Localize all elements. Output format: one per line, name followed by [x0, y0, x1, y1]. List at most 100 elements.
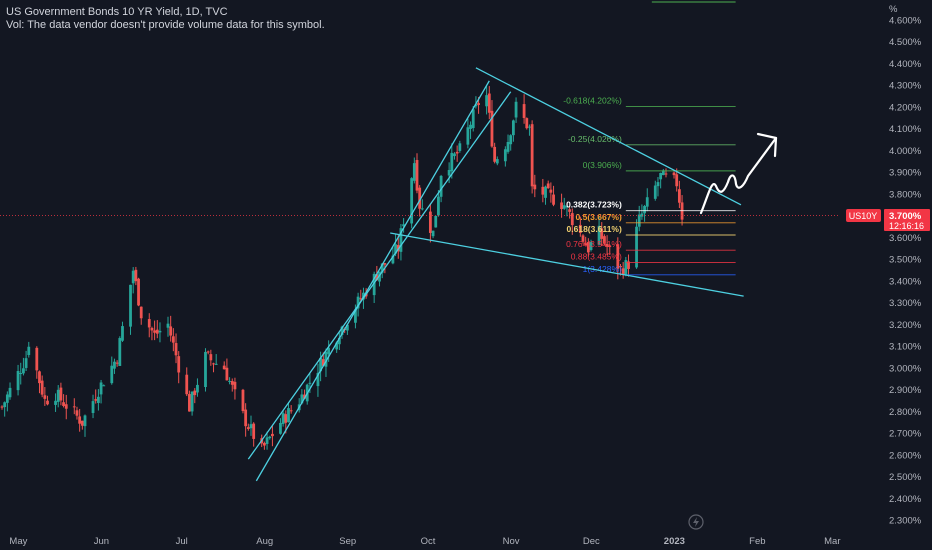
lightning-icon[interactable] — [688, 514, 704, 530]
candle-body — [54, 400, 57, 405]
candle-body — [153, 330, 157, 333]
candle-body — [155, 329, 159, 334]
candle-body — [509, 135, 513, 145]
candle-body — [584, 243, 588, 245]
candle-body — [675, 174, 679, 187]
candle-body — [474, 104, 478, 107]
candle-body — [321, 359, 325, 366]
candle-body — [420, 208, 424, 210]
time-tick: 2023 — [664, 536, 685, 547]
candle-body — [24, 358, 28, 368]
candle-body — [627, 261, 630, 269]
candle-body — [359, 298, 363, 300]
price-tick: 2.500% — [889, 472, 922, 483]
candle-body — [193, 390, 197, 396]
price-tick: 4.500% — [889, 37, 922, 48]
candle-body — [605, 243, 609, 247]
candle-body — [284, 414, 288, 423]
candle-body — [303, 394, 306, 399]
candle-body — [439, 175, 443, 197]
candle-body — [541, 186, 545, 195]
time-tick: Jun — [94, 536, 109, 547]
candle-body — [597, 225, 601, 245]
candle-body — [38, 371, 41, 384]
candle-body — [209, 354, 213, 361]
fib-label: 1(3.428%) — [583, 264, 622, 274]
candle-body — [380, 263, 384, 273]
candle-body — [246, 427, 250, 429]
candle-body — [637, 214, 641, 227]
price-tick: 2.800% — [889, 407, 922, 418]
candle-body — [471, 109, 475, 129]
candle-body — [659, 172, 663, 180]
price-tick: 3.000% — [889, 363, 922, 374]
candle-body — [308, 382, 312, 384]
candle-body — [16, 371, 20, 391]
fib-label: 0.618(3.611%) — [567, 224, 622, 234]
trendline — [247, 91, 512, 460]
candle-body — [230, 380, 234, 385]
price-tick: 4.200% — [889, 102, 922, 113]
candle-body — [327, 347, 331, 355]
candle-body — [110, 365, 114, 384]
candle-body — [469, 124, 472, 129]
candle-body — [131, 270, 135, 284]
candle-body — [5, 394, 9, 403]
candle-body — [589, 242, 593, 250]
candle-body — [222, 365, 226, 370]
candle-body — [493, 146, 497, 162]
candle-body — [121, 326, 124, 341]
candle-body — [188, 394, 191, 412]
candle-body — [337, 337, 341, 345]
price-tick: 3.900% — [889, 168, 922, 179]
candle-body — [324, 351, 328, 367]
time-axis: May Jun Jul Aug Sep Oct Nov Dec 2023 Feb Mar — [9, 536, 840, 547]
candle-body — [412, 163, 416, 181]
candle-body — [402, 224, 406, 227]
candle-body — [265, 437, 269, 444]
candle-body — [113, 361, 116, 369]
candle-body — [158, 330, 162, 333]
current-price-badge: US10Y 3.700% 12:16:16 — [846, 209, 930, 231]
fib-label: 0.5(3.667%) — [576, 212, 622, 222]
candle-body — [289, 410, 293, 412]
candle-body — [0, 406, 4, 408]
candle-body — [653, 185, 657, 199]
trendlines-layer — [247, 67, 744, 482]
time-tick: May — [9, 536, 27, 547]
candle-body — [206, 351, 210, 353]
candle-body — [562, 205, 566, 209]
candle-body — [528, 126, 531, 128]
candle-body — [22, 368, 25, 374]
fib-label: 0.764(3.541%) — [566, 239, 622, 249]
candle-body — [118, 338, 122, 366]
candle-body — [249, 424, 253, 429]
candle-body — [185, 374, 189, 395]
time-tick: Sep — [339, 536, 356, 547]
candle-body — [96, 396, 100, 403]
candle-body — [137, 278, 140, 306]
candle-body — [241, 389, 245, 412]
fib-label: -0.618(4.202%) — [563, 96, 622, 106]
candle-body — [619, 265, 622, 268]
candles-layer — [0, 86, 684, 450]
chart-title: US Government Bonds 10 YR Yield, 1D, TVC — [6, 6, 228, 18]
candle-body — [171, 336, 175, 343]
candle-body — [495, 159, 499, 164]
candle-body — [511, 120, 515, 136]
symbol-tag-bg — [846, 209, 881, 222]
candle-body — [487, 93, 491, 113]
candle-body — [99, 382, 103, 395]
candle-body — [672, 172, 676, 176]
candle-body — [8, 387, 12, 398]
candle-body — [129, 284, 132, 327]
time-tick: Aug — [256, 536, 273, 547]
candle-body — [661, 170, 665, 176]
candle-body — [46, 400, 49, 405]
candle-body — [399, 228, 403, 252]
trendline — [390, 232, 744, 297]
candle-body — [677, 189, 681, 203]
candle-body — [196, 384, 199, 393]
candle-body — [391, 255, 395, 264]
